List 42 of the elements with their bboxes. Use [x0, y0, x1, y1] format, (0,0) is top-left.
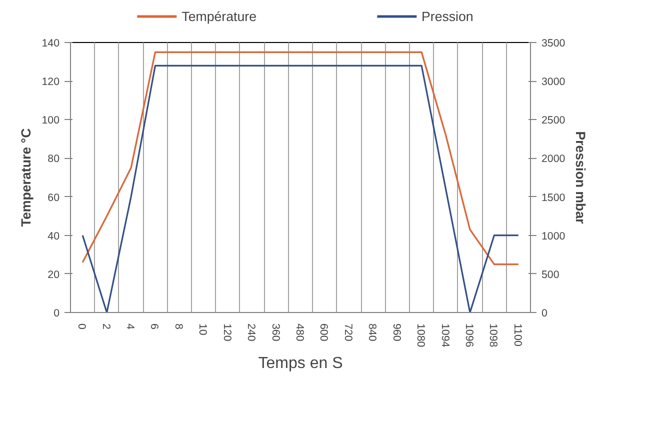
x-tick-label: 2	[100, 324, 112, 330]
y-tick-label: 0	[54, 308, 60, 320]
x-tick-label: 1096	[462, 324, 475, 348]
y2-tick-label: 1000	[542, 230, 566, 242]
y-axis-title: Temperature °C	[18, 128, 34, 227]
x-tick-label: 720	[342, 324, 354, 342]
x-tick-label: 960	[390, 324, 402, 342]
x-tick-label: 360	[269, 324, 282, 342]
y2-tick-label: 3000	[542, 76, 566, 88]
x-tick-label: 1094	[438, 324, 451, 348]
y2-tick-label: 500	[542, 268, 560, 281]
y-tick-label: 20	[48, 268, 60, 281]
x-tick-label: 6	[148, 324, 160, 330]
x-tick-label: 1098	[487, 324, 500, 348]
x-tick-label: 480	[294, 324, 306, 342]
y2-axis-title: Pression mbar	[573, 131, 588, 224]
x-tick-label: 240	[245, 324, 258, 342]
y2-tick-label: 1500	[542, 192, 566, 204]
x-tick-label: 1100	[511, 324, 524, 346]
y2-tick-label: 3500	[542, 38, 566, 50]
x-tick-label: 120	[220, 324, 233, 342]
legend-label: Température	[182, 8, 256, 24]
x-tick-label: 0	[76, 324, 88, 330]
y-tick-label: 100	[42, 114, 60, 127]
y-tick-label: 140	[42, 38, 60, 50]
legend-label: Pression	[421, 8, 474, 24]
x-tick-label: 8	[172, 324, 184, 330]
x-tick-label: 840	[366, 324, 378, 342]
x-axis-title: Temps en S	[258, 355, 343, 372]
y-tick-label: 120	[42, 76, 60, 88]
y2-tick-label: 2500	[542, 114, 566, 127]
y-tick-label: 60	[48, 192, 60, 204]
x-tick-label: 600	[318, 324, 330, 342]
x-tick-label: 4	[124, 324, 136, 330]
y-tick-label: 40	[48, 230, 60, 242]
x-tick-label: 1080	[414, 324, 427, 348]
y2-tick-label: 2000	[542, 153, 566, 166]
y-tick-label: 80	[48, 153, 60, 166]
y2-tick-label: 0	[542, 308, 548, 320]
line-series	[82, 51, 520, 266]
line-series	[82, 64, 520, 312]
x-tick-label: 10	[196, 324, 209, 336]
